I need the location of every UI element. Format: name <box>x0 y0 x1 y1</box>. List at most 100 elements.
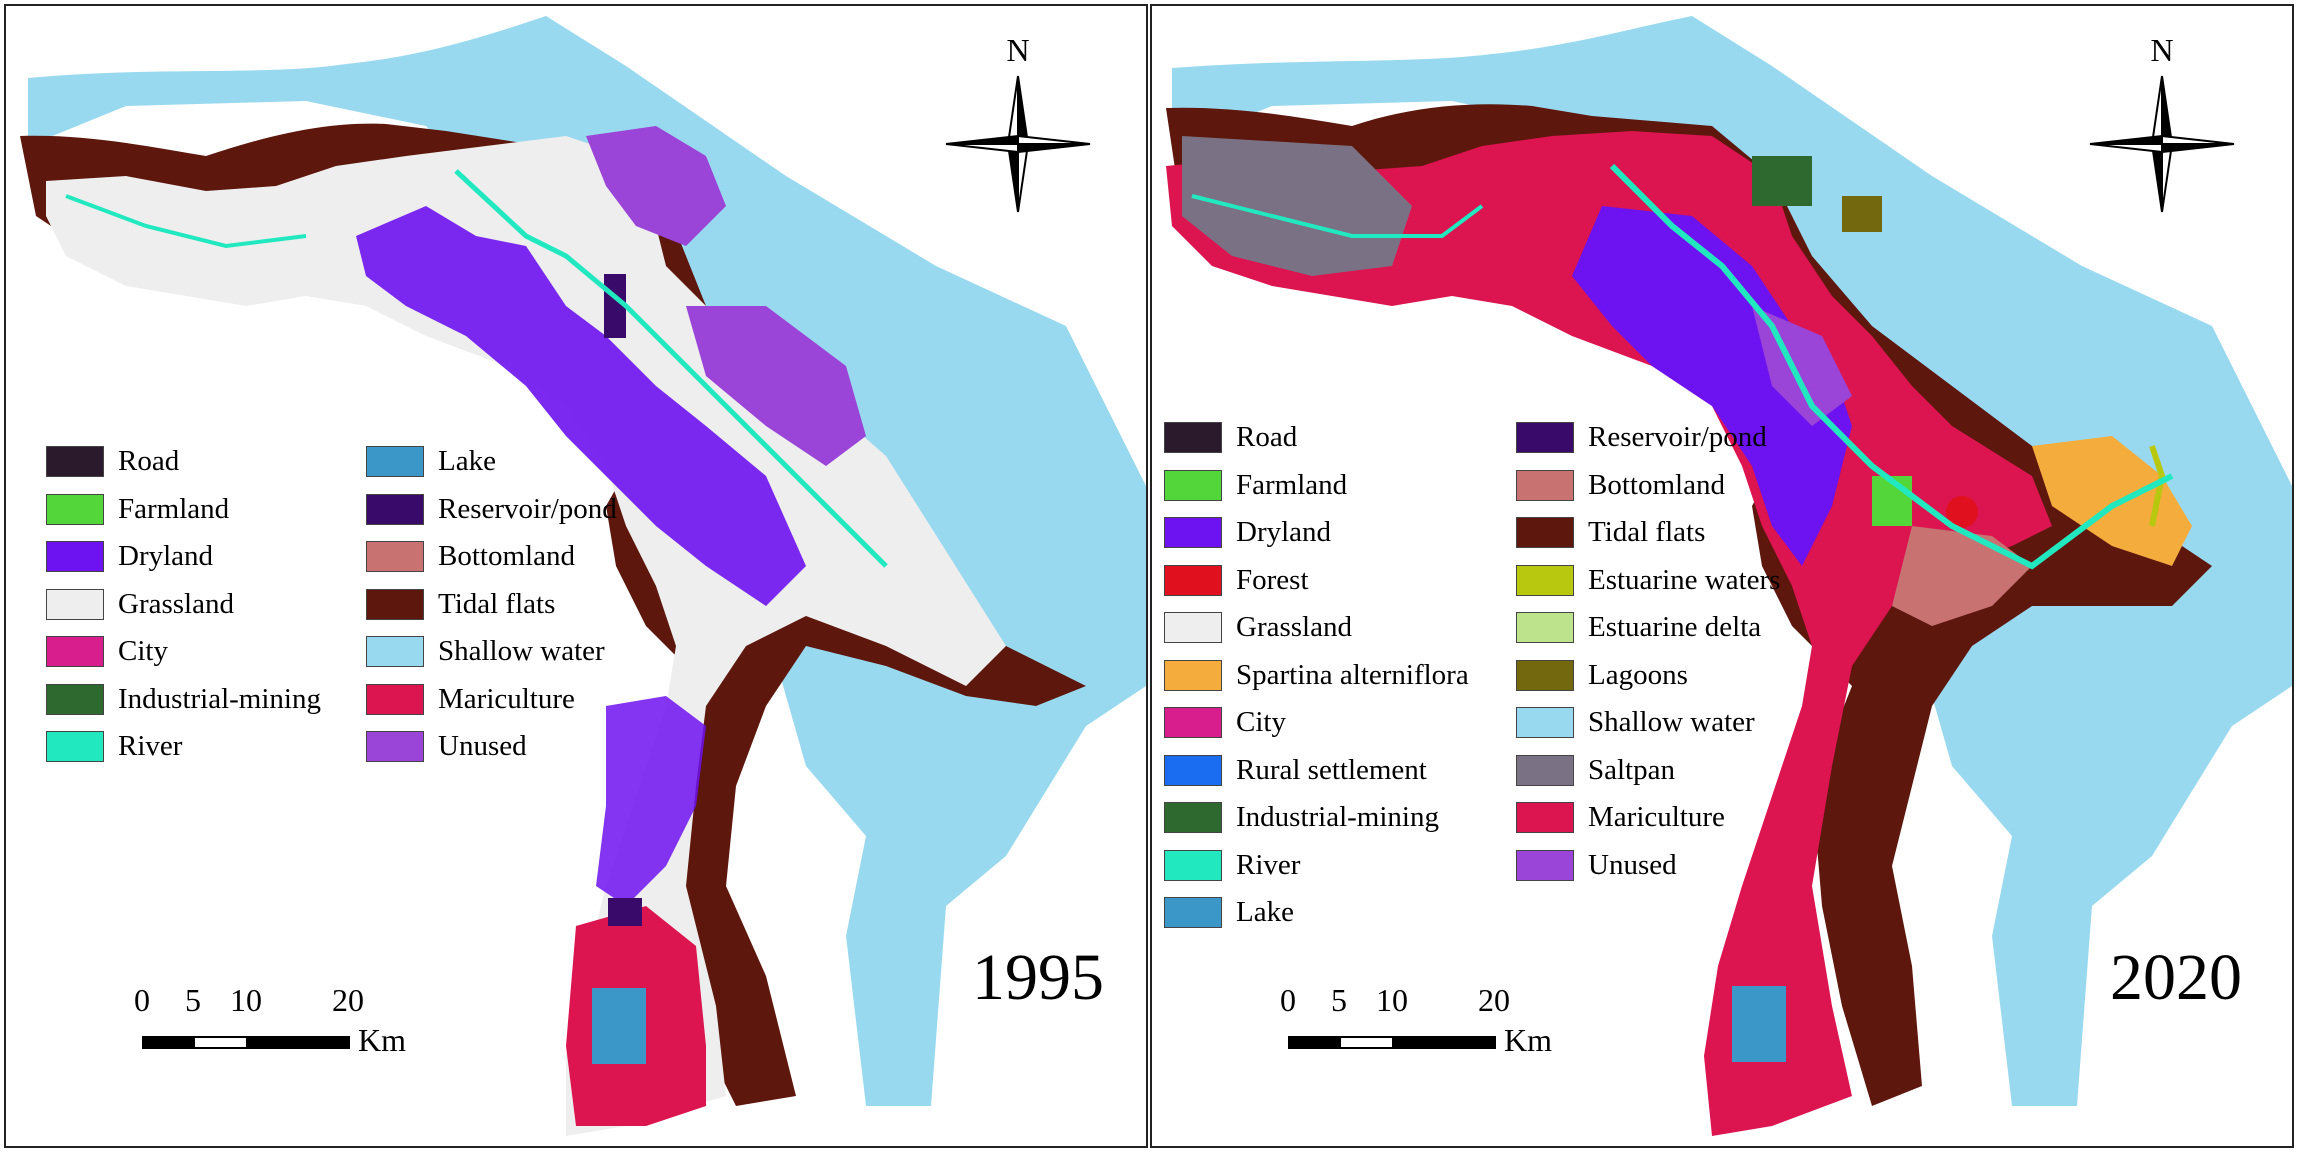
shallow-water-area <box>1172 16 2292 1106</box>
scale-tick: 10 <box>230 982 262 1018</box>
legend-label: Unused <box>438 730 527 763</box>
scale-segment <box>142 1036 195 1049</box>
lagoon-area <box>1842 196 1882 232</box>
spartina-area <box>2032 436 2192 566</box>
legend-swatch <box>1516 612 1574 644</box>
scale-tick: 10 <box>1376 982 1408 1018</box>
legend-item-industrial-mining: Industrial-mining <box>46 676 348 724</box>
legend-swatch <box>1164 517 1222 549</box>
north-label: N <box>2150 32 2174 68</box>
legend-swatch <box>1164 659 1222 691</box>
legend-item-city: City <box>46 628 348 676</box>
legend-item-tidal-flats: Tidal flats <box>366 581 626 629</box>
legend-label: Shallow water <box>438 635 605 668</box>
legend-swatch <box>1516 564 1574 596</box>
legend-swatch <box>46 683 104 715</box>
legend-swatch <box>366 541 424 573</box>
legend-item-mariculture: Mariculture <box>1516 794 1816 842</box>
legend-item-reservoir-pond: Reservoir/pond <box>1516 414 1816 462</box>
legend-label: Bottomland <box>438 540 575 573</box>
compass-icon <box>2089 75 2235 213</box>
legend-swatch <box>1516 754 1574 786</box>
legend-item-shallow-water: Shallow water <box>1516 699 1816 747</box>
legend-item-unused: Unused <box>366 723 626 771</box>
legend-item-dryland: Dryland <box>46 533 348 581</box>
legend-label: Estuarine waters <box>1588 563 1781 596</box>
scale-unit: Km <box>358 1022 406 1058</box>
unused-area <box>586 126 726 246</box>
dryland-area <box>1572 206 1852 566</box>
legend-label: Saltpan <box>1588 753 1675 786</box>
river-line-2 <box>1191 194 1484 238</box>
legend-swatch <box>1164 802 1222 834</box>
dryland-area-2 <box>596 696 706 906</box>
legend-swatch <box>1516 517 1574 549</box>
legend-swatch <box>1516 659 1574 691</box>
scale-segment <box>1392 1036 1496 1049</box>
industrial-area <box>1752 156 1812 206</box>
river-line-2 <box>65 194 307 249</box>
scale-tick: 0 <box>134 982 150 1018</box>
land-use-map-1995 <box>20 16 1146 1136</box>
legend-item-bottomland: Bottomland <box>1516 462 1816 510</box>
scale-unit: Km <box>1504 1022 1552 1058</box>
legend-label: Dryland <box>1236 516 1332 549</box>
legend-item-forest: Forest <box>1164 557 1498 605</box>
river-line <box>1609 163 2174 570</box>
legend-label: Lake <box>1236 896 1294 929</box>
legend-label: Rural settlement <box>1236 753 1427 786</box>
legend-swatch <box>1164 612 1222 644</box>
compass-icon <box>945 75 1091 213</box>
legend-item-shallow-water: Shallow water <box>366 628 626 676</box>
legend-1995: Road Farmland Dryland Grassland City Ind… <box>46 438 626 771</box>
legend-item-road: Road <box>1164 414 1498 462</box>
legend-label: Mariculture <box>1588 801 1725 834</box>
legend-swatch <box>1164 422 1222 454</box>
legend-label: Tidal flats <box>1588 516 1706 549</box>
legend-item-unused: Unused <box>1516 842 1816 890</box>
legend-item-lake: Lake <box>366 438 626 486</box>
reservoir-pond <box>608 898 642 926</box>
legend-item-lake: Lake <box>1164 889 1498 937</box>
legend-label: River <box>1236 848 1301 881</box>
dryland-area <box>356 206 806 606</box>
legend-label: Road <box>1236 421 1298 454</box>
legend-item-river: River <box>46 723 348 771</box>
map-panel-2020: N Road Farmland Dryland Forest Grassland… <box>1150 4 2294 1148</box>
legend-swatch <box>46 541 104 573</box>
legend-item-dryland: Dryland <box>1164 509 1498 557</box>
estuarine-waters-line <box>2149 445 2166 527</box>
legend-label: Farmland <box>118 492 230 525</box>
legend-label: City <box>1236 706 1286 739</box>
legend-swatch <box>1516 707 1574 739</box>
legend-swatch <box>366 493 424 525</box>
legend-swatch <box>366 683 424 715</box>
year-label: 1995 <box>972 941 1104 1014</box>
land-use-map-2020 <box>1166 16 2292 1136</box>
legend-item-road: Road <box>46 438 348 486</box>
legend-label: Mariculture <box>438 682 575 715</box>
saltpan-area <box>1182 136 1412 276</box>
legend-item-bottomland: Bottomland <box>366 533 626 581</box>
legend-label: City <box>118 635 168 668</box>
legend-label: Forest <box>1236 563 1309 596</box>
legend-item-farmland: Farmland <box>46 486 348 534</box>
lake-area <box>1732 986 1786 1062</box>
scale-bar: 0 5 10 20 Km <box>134 982 436 1062</box>
legend-item-mariculture: Mariculture <box>366 676 626 724</box>
map-panel-1995: N Road Farmland Dryland Grassland City I… <box>4 4 1148 1148</box>
legend-label: Grassland <box>118 587 234 620</box>
legend-swatch <box>46 446 104 478</box>
legend-label: Estuarine delta <box>1588 611 1762 644</box>
north-label: N <box>1006 32 1030 68</box>
legend-swatch <box>1164 849 1222 881</box>
legend-swatch <box>46 731 104 763</box>
legend-label: Dryland <box>118 540 214 573</box>
legend-swatch <box>1164 469 1222 501</box>
legend-label: Lagoons <box>1588 658 1688 691</box>
legend-item-tidal-flats: Tidal flats <box>1516 509 1816 557</box>
legend-swatch <box>1516 849 1574 881</box>
scale-tick: 5 <box>1331 982 1347 1018</box>
legend-swatch <box>1164 754 1222 786</box>
legend-label: Bottomland <box>1588 468 1725 501</box>
